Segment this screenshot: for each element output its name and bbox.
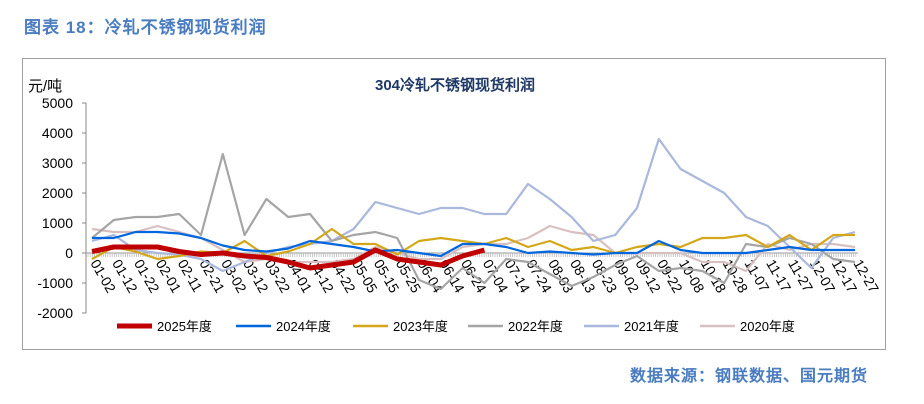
series-line-2021年度 [91, 137, 856, 273]
legend-label: 2021年度 [624, 319, 679, 334]
legend-item: 2021年度 [584, 319, 679, 334]
legend-item: 2023年度 [353, 319, 448, 334]
y-tick-label: 1000 [42, 215, 73, 231]
legend-item: 2025年度 [117, 319, 212, 334]
chart-frame [22, 58, 886, 350]
y-tick-label: 5000 [42, 95, 73, 111]
legend-label: 2020年度 [740, 319, 795, 334]
series-line-2025年度 [91, 244, 486, 271]
y-tick-label: 3000 [42, 155, 73, 171]
y-tick-label: -2000 [37, 305, 73, 321]
y-tick-label: -1000 [37, 275, 73, 291]
legend-label: 2024年度 [276, 319, 331, 334]
legend-label: 2022年度 [508, 319, 563, 334]
y-axis-label: 元/吨 [28, 78, 62, 95]
figure-title: 图表 18：冷轧不锈钢现货利润 [24, 18, 267, 37]
legend-item: 2024年度 [236, 319, 331, 334]
y-tick-label: 0 [65, 245, 73, 261]
y-tick-label: 2000 [42, 185, 73, 201]
legend-item: 2020年度 [700, 319, 795, 334]
y-tick-label: 4000 [42, 125, 73, 141]
chart-title: 304冷轧不锈钢现货利润 [375, 76, 535, 94]
legend-label: 2025年度 [157, 319, 212, 334]
series-line-2024年度 [92, 230, 855, 258]
legend-item: 2022年度 [468, 319, 563, 334]
series-line-2022年度 [91, 152, 856, 291]
series-line-2020年度 [91, 224, 856, 273]
source-note: 数据来源：钢联数据、国元期货 [629, 368, 868, 385]
legend-label: 2023年度 [393, 319, 448, 334]
